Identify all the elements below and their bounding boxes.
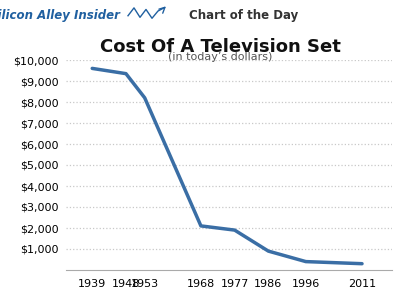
Text: Cost Of A Television Set: Cost Of A Television Set [100, 38, 340, 56]
Text: (in today’s dollars): (in today’s dollars) [168, 52, 272, 62]
Text: Silicon Alley Insider: Silicon Alley Insider [0, 9, 120, 22]
Text: Chart of the Day: Chart of the Day [189, 9, 299, 22]
